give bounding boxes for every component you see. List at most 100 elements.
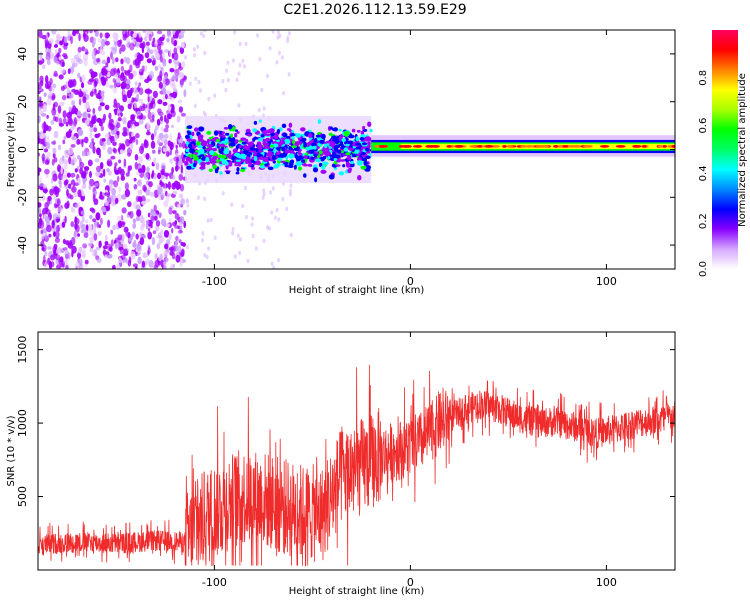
- noise-cell: [63, 36, 68, 44]
- y-tick-label: 40: [16, 47, 29, 61]
- noise-cell: [41, 145, 45, 151]
- echo-cell: [194, 152, 198, 155]
- noise-cell: [106, 160, 110, 166]
- noise-cell: [75, 57, 81, 63]
- noise-cell: [139, 145, 144, 155]
- noise-cell: [70, 221, 75, 228]
- noise-cell: [168, 58, 172, 64]
- noise-cell: [112, 147, 116, 153]
- colorbar-gradient: [712, 30, 738, 269]
- echo-cell: [247, 141, 254, 147]
- noise-cell: [71, 88, 76, 93]
- noise-cell: [186, 244, 189, 250]
- echo-cell: [274, 135, 279, 140]
- noise-cell: [86, 101, 90, 108]
- noise-cell: [65, 121, 69, 127]
- noise-cell: [167, 181, 171, 190]
- noise-cell: [178, 239, 182, 244]
- echo-cell: [214, 168, 219, 174]
- noise-cell: [39, 51, 43, 60]
- noise-cell: [135, 93, 140, 101]
- noise-cell: [152, 90, 158, 99]
- echo-cell: [312, 145, 317, 150]
- noise-cell: [122, 116, 127, 125]
- noise-cell: [157, 186, 163, 194]
- noise-cell: [73, 230, 77, 238]
- echo-cell: [307, 163, 313, 167]
- noise-cell: [118, 159, 122, 164]
- noise-cell: [38, 207, 42, 214]
- noise-cell: [177, 203, 181, 208]
- noise-cell: [38, 152, 41, 157]
- noise-cell: [50, 261, 55, 268]
- noise-cell: [221, 78, 225, 84]
- echo-cell: [325, 151, 331, 156]
- echo-cell: [228, 153, 232, 160]
- noise-cell: [67, 68, 71, 75]
- noise-cell: [144, 36, 148, 42]
- noise-cell: [193, 103, 197, 109]
- echo-cell: [369, 128, 373, 133]
- noise-cell: [78, 90, 84, 98]
- noise-cell: [52, 195, 57, 201]
- noise-cell: [108, 112, 112, 120]
- line-peak: [633, 145, 642, 148]
- noise-cell: [51, 141, 56, 145]
- noise-cell: [94, 80, 98, 87]
- echo-cell: [289, 133, 296, 137]
- noise-cell: [55, 39, 60, 45]
- noise-cell: [89, 30, 93, 34]
- echo-cell: [355, 136, 360, 142]
- noise-cell: [132, 241, 137, 248]
- noise-cell: [93, 227, 97, 234]
- noise-cell: [196, 44, 200, 49]
- noise-cell: [71, 100, 75, 106]
- noise-cell: [126, 99, 131, 105]
- echo-cell: [189, 148, 196, 154]
- noise-cell: [63, 42, 69, 47]
- noise-cell: [138, 98, 144, 103]
- y-axis-label: Frequency (Hz): [6, 112, 17, 188]
- noise-cell: [127, 121, 131, 129]
- noise-cell: [128, 237, 132, 242]
- echo-cell: [356, 129, 361, 133]
- echo-cell: [219, 171, 223, 175]
- echo-cell: [221, 160, 228, 165]
- line-peak: [502, 145, 507, 148]
- noise-cell: [70, 172, 76, 178]
- noise-cell: [104, 40, 110, 46]
- noise-cell: [86, 151, 91, 157]
- noise-cell: [102, 141, 107, 147]
- noise-cell: [177, 66, 184, 71]
- noise-cell: [38, 185, 41, 190]
- noise-cell: [108, 122, 114, 130]
- noise-cell: [179, 262, 183, 267]
- noise-cell: [72, 78, 77, 87]
- noise-cell: [175, 144, 178, 149]
- noise-cell: [157, 260, 162, 266]
- echo-cell: [225, 132, 230, 136]
- noise-cell: [165, 150, 170, 158]
- echo-cell: [269, 148, 274, 152]
- noise-cell: [59, 182, 62, 189]
- echo-cell: [256, 141, 261, 145]
- noise-cell: [251, 233, 255, 239]
- noise-cell: [74, 168, 78, 173]
- noise-cell: [144, 52, 150, 59]
- noise-cell: [42, 188, 48, 193]
- noise-cell: [104, 32, 110, 39]
- echo-cell: [184, 160, 189, 166]
- echo-cell: [234, 139, 239, 144]
- noise-cell: [101, 59, 107, 64]
- noise-cell: [197, 79, 201, 85]
- noise-cell: [81, 215, 85, 223]
- noise-cell: [74, 62, 79, 67]
- echo-cell: [200, 161, 207, 165]
- noise-cell: [147, 231, 153, 240]
- echo-cell: [267, 166, 274, 171]
- noise-cell: [52, 147, 57, 155]
- noise-cell: [96, 165, 102, 172]
- echo-cell: [223, 149, 230, 155]
- noise-cell: [277, 258, 280, 263]
- noise-cell: [98, 240, 102, 248]
